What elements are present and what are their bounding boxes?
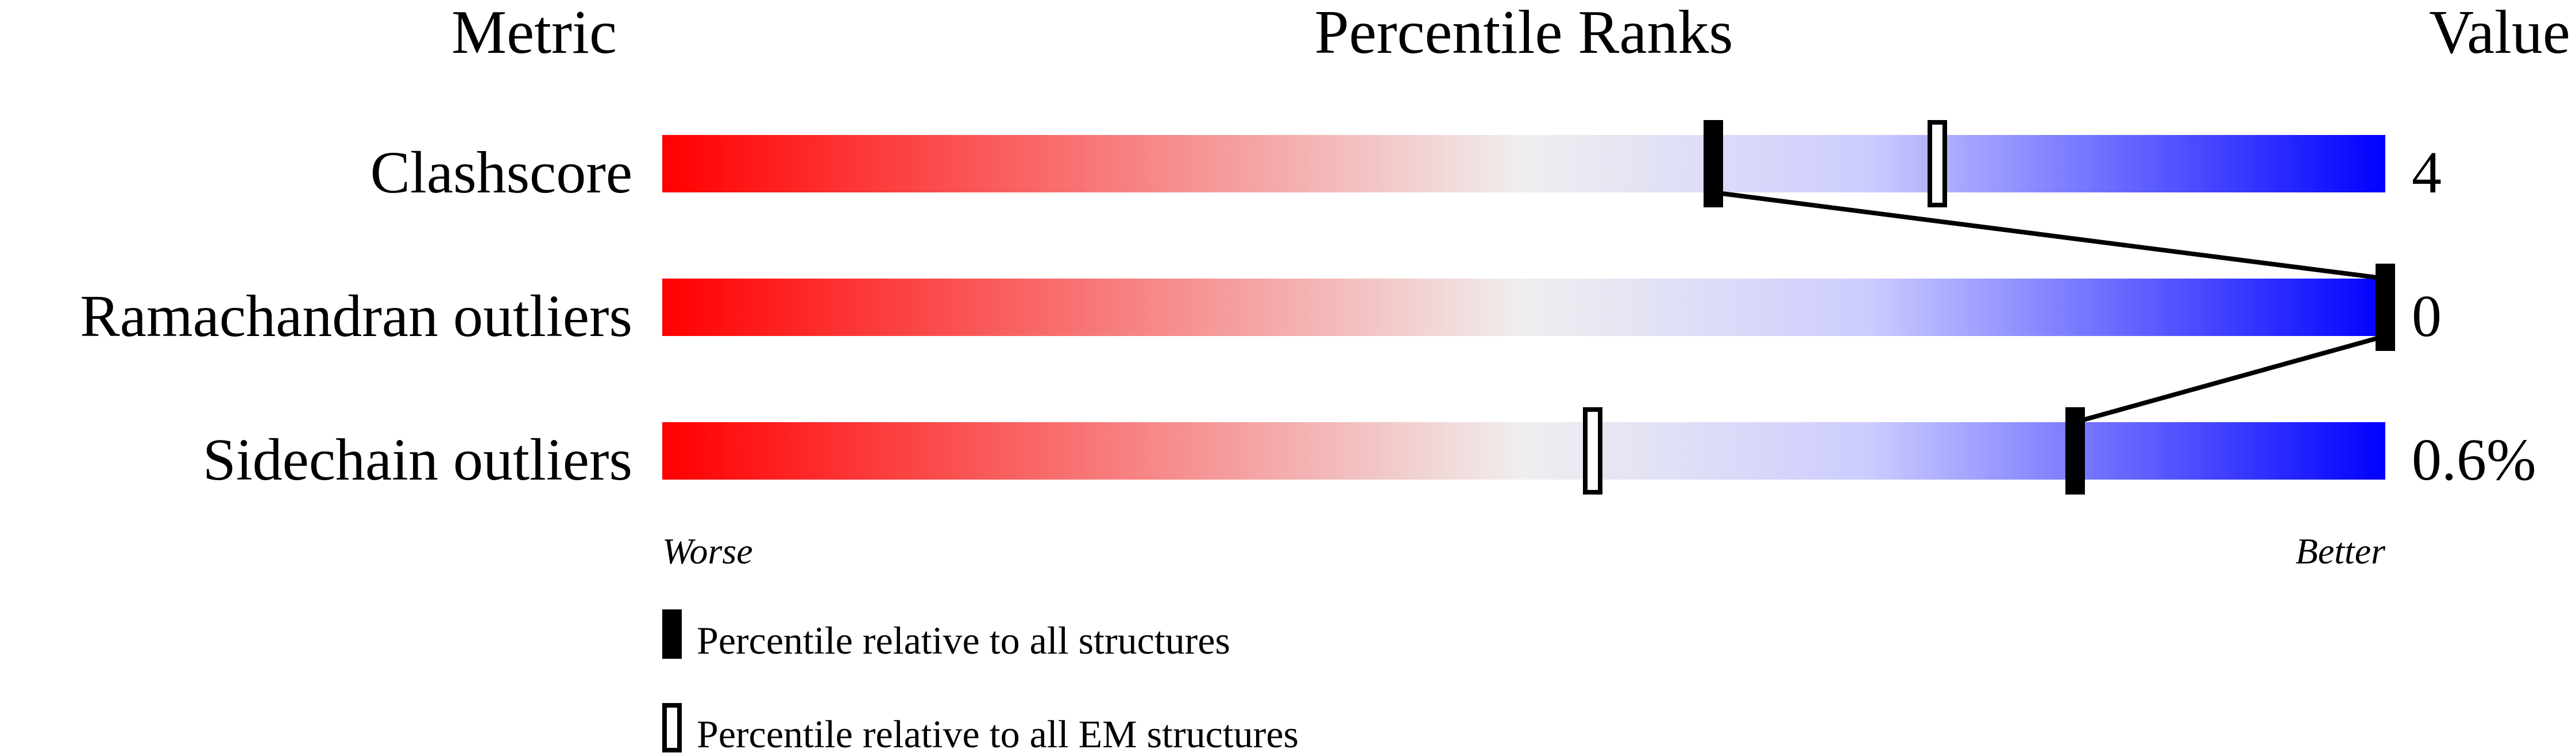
worse-label: Worse xyxy=(662,531,753,571)
legend-filled-marker xyxy=(662,609,682,659)
connector-line xyxy=(2074,334,2386,424)
legend-outline-marker xyxy=(662,703,682,752)
marker-em-structures xyxy=(1583,407,1602,495)
marker-all-structures xyxy=(1704,120,1723,207)
marker-all-structures xyxy=(2376,264,2395,351)
percentile-bar xyxy=(662,279,2385,336)
marker-all-structures xyxy=(2065,407,2085,495)
header-percentile-ranks: Percentile Ranks xyxy=(1315,0,1733,67)
metric-label: Ramachandran outliers xyxy=(80,283,632,349)
connector-line xyxy=(1713,190,2386,281)
metric-value: 4 xyxy=(2412,140,2442,206)
percentile-bar xyxy=(662,422,2385,480)
better-label: Better xyxy=(2296,531,2386,571)
legend-all-label: Percentile relative to all structures xyxy=(697,619,1230,662)
metric-label: Sidechain outliers xyxy=(203,427,632,493)
marker-em-structures xyxy=(1928,120,1947,207)
legend-em-label: Percentile relative to all EM structures xyxy=(697,712,1299,753)
percentile-bar xyxy=(662,135,2385,192)
metric-value: 0.6% xyxy=(2412,427,2536,493)
header-value: Value xyxy=(2429,0,2570,67)
header-metric: Metric xyxy=(451,0,617,67)
metric-label: Clashscore xyxy=(370,140,632,206)
metric-value: 0 xyxy=(2412,283,2442,349)
